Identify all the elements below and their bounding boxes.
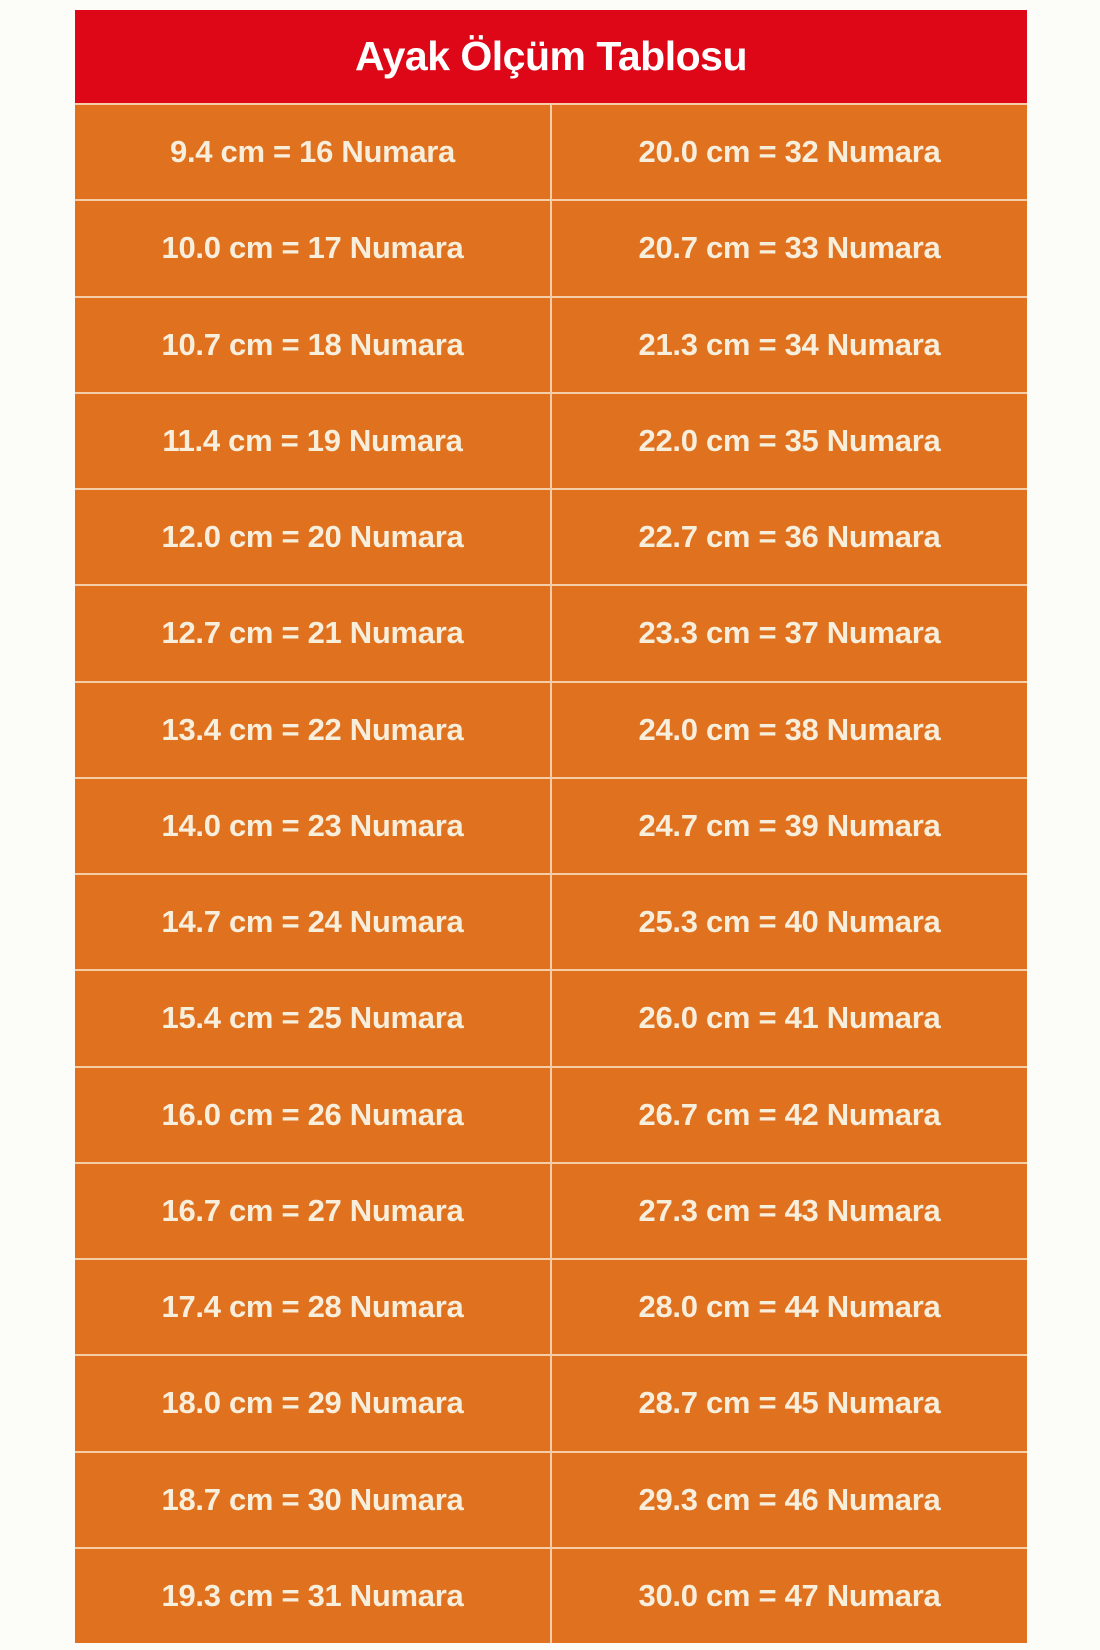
table-row: 9.4 cm = 16 Numara 20.0 cm = 32 Numara (75, 103, 1027, 200)
table-header: Ayak Ölçüm Tablosu (75, 10, 1027, 103)
table-row: 14.7 cm = 24 Numara 25.3 cm = 40 Numara (75, 873, 1027, 970)
cell-right: 20.0 cm = 32 Numara (638, 134, 941, 170)
cell-right: 26.7 cm = 42 Numara (638, 1096, 941, 1132)
cell-right: 30.0 cm = 47 Numara (638, 1577, 941, 1613)
cell-right: 25.3 cm = 40 Numara (638, 904, 941, 940)
cell-left: 10.0 cm = 17 Numara (75, 201, 552, 296)
table-title: Ayak Ölçüm Tablosu (355, 33, 748, 79)
table-row: 10.0 cm = 17 Numara 20.7 cm = 33 Numara (75, 199, 1027, 296)
cell-left: 14.0 cm = 23 Numara (75, 778, 552, 873)
cell-right: 22.7 cm = 36 Numara (638, 519, 941, 555)
table-row: 15.4 cm = 25 Numara 26.0 cm = 41 Numara (75, 969, 1027, 1066)
cell-left: 17.4 cm = 28 Numara (75, 1260, 552, 1355)
table-row: 17.4 cm = 28 Numara 28.0 cm = 44 Numara (75, 1258, 1027, 1355)
cell-left: 9.4 cm = 16 Numara (75, 105, 552, 200)
cell-left: 16.7 cm = 27 Numara (75, 1163, 552, 1258)
cell-left: 14.7 cm = 24 Numara (75, 875, 552, 970)
table-row: 18.7 cm = 30 Numara 29.3 cm = 46 Numara (75, 1450, 1027, 1547)
table-row: 13.4 cm = 22 Numara 24.0 cm = 38 Numara (75, 680, 1027, 777)
cell-left: 15.4 cm = 25 Numara (75, 971, 552, 1066)
table-row: 11.4 cm = 19 Numara 22.0 cm = 35 Numara (75, 391, 1027, 488)
cell-right: 24.0 cm = 38 Numara (638, 711, 941, 747)
cell-right: 23.3 cm = 37 Numara (638, 615, 941, 651)
size-conversion-table: Ayak Ölçüm Tablosu 9.4 cm = 16 Numara 20… (75, 10, 1027, 1643)
cell-right: 27.3 cm = 43 Numara (638, 1192, 941, 1228)
cell-right: 28.7 cm = 45 Numara (638, 1385, 941, 1421)
cell-right: 29.3 cm = 46 Numara (638, 1481, 941, 1517)
table-row: 10.7 cm = 18 Numara 21.3 cm = 34 Numara (75, 295, 1027, 392)
cell-left: 11.4 cm = 19 Numara (75, 393, 552, 488)
cell-left: 12.0 cm = 20 Numara (75, 490, 552, 585)
cell-right: 28.0 cm = 44 Numara (638, 1289, 941, 1325)
table-row: 16.7 cm = 27 Numara 27.3 cm = 43 Numara (75, 1161, 1027, 1258)
cell-right: 21.3 cm = 34 Numara (638, 326, 941, 362)
cell-left: 18.0 cm = 29 Numara (75, 1356, 552, 1451)
cell-left: 12.7 cm = 21 Numara (75, 586, 552, 681)
cell-left: 16.0 cm = 26 Numara (75, 1067, 552, 1162)
cell-right: 22.0 cm = 35 Numara (638, 422, 941, 458)
table-row: 12.7 cm = 21 Numara 23.3 cm = 37 Numara (75, 584, 1027, 681)
cell-right: 20.7 cm = 33 Numara (638, 230, 941, 266)
cell-right: 24.7 cm = 39 Numara (638, 807, 941, 843)
cell-left: 19.3 cm = 31 Numara (75, 1548, 552, 1643)
table-row: 12.0 cm = 20 Numara 22.7 cm = 36 Numara (75, 488, 1027, 585)
cell-right: 26.0 cm = 41 Numara (638, 1000, 941, 1036)
table-row: 18.0 cm = 29 Numara 28.7 cm = 45 Numara (75, 1354, 1027, 1451)
table-row: 19.3 cm = 31 Numara 30.0 cm = 47 Numara (75, 1546, 1027, 1643)
table-body: 9.4 cm = 16 Numara 20.0 cm = 32 Numara 1… (75, 103, 1027, 1643)
table-row: 14.0 cm = 23 Numara 24.7 cm = 39 Numara (75, 776, 1027, 873)
cell-left: 10.7 cm = 18 Numara (75, 297, 552, 392)
cell-left: 13.4 cm = 22 Numara (75, 682, 552, 777)
table-row: 16.0 cm = 26 Numara 26.7 cm = 42 Numara (75, 1065, 1027, 1162)
cell-left: 18.7 cm = 30 Numara (75, 1452, 552, 1547)
